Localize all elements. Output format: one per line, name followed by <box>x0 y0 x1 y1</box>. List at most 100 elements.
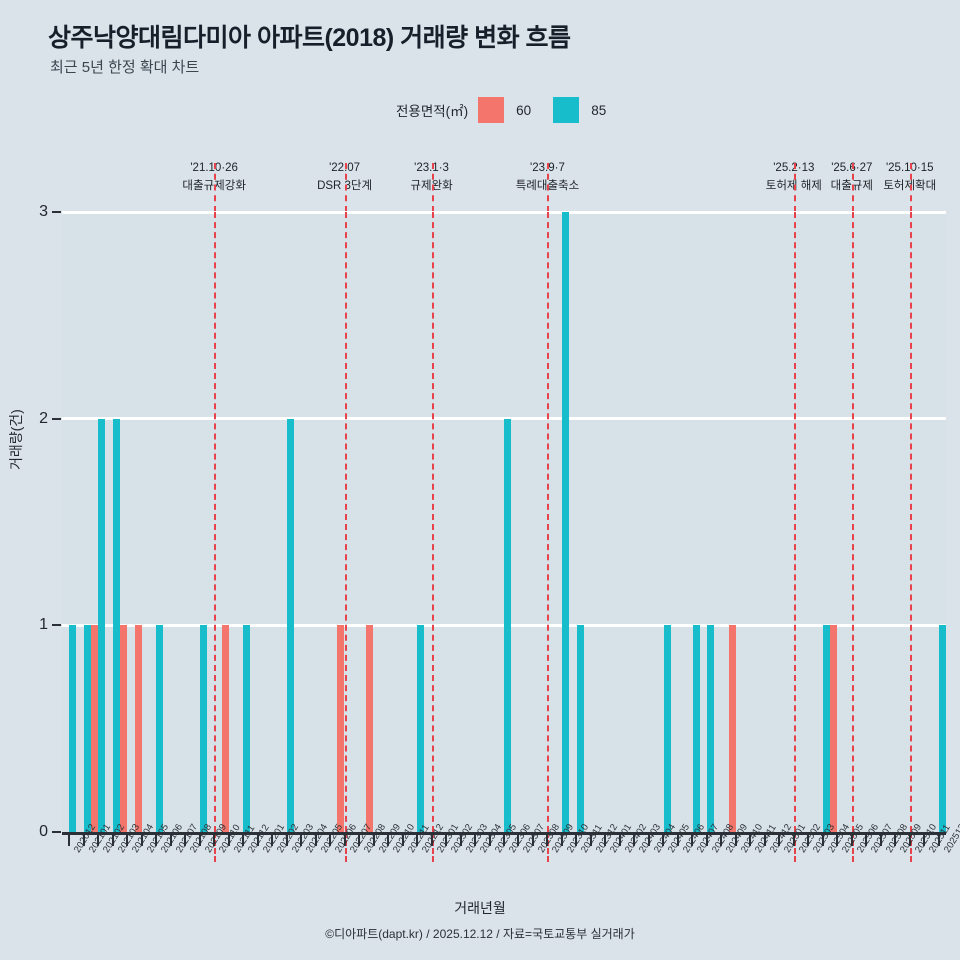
bar <box>69 625 77 832</box>
x-tick-mark <box>401 835 404 846</box>
event-date: '25.10·15 <box>885 162 934 174</box>
x-tick-mark <box>169 835 172 846</box>
event-line-bottom <box>431 832 434 862</box>
event-line-bottom <box>547 832 550 862</box>
bar <box>562 212 570 832</box>
x-tick-mark <box>618 835 621 846</box>
page-subtitle: 최근 5년 한정 확대 차트 <box>50 59 200 76</box>
x-tick-mark <box>155 835 158 846</box>
x-tick-mark <box>647 835 650 846</box>
bar <box>576 625 584 832</box>
x-tick-mark <box>589 835 592 846</box>
event-line <box>909 212 912 832</box>
event-line <box>344 212 347 832</box>
event-line-bottom <box>214 832 217 862</box>
bar <box>98 418 106 832</box>
x-tick-mark <box>705 835 708 846</box>
x-axis-line <box>62 832 946 835</box>
y-tick-mark <box>52 831 61 833</box>
bar <box>337 625 345 832</box>
x-tick-mark <box>676 835 679 846</box>
legend-swatch-60 <box>478 97 505 123</box>
x-tick-mark <box>749 835 752 846</box>
bar <box>707 625 715 832</box>
y-tick-label: 0 <box>39 823 48 840</box>
x-tick-mark <box>227 835 230 846</box>
x-tick-mark <box>792 835 795 846</box>
y-tick-label: 1 <box>39 616 48 634</box>
x-tick-mark <box>300 835 303 846</box>
event-line-bottom <box>344 832 347 862</box>
y-tick-mark <box>52 624 61 627</box>
x-tick-mark <box>242 835 245 846</box>
x-tick-mark <box>836 835 839 846</box>
x-tick-mark <box>546 835 549 846</box>
x-tick-mark <box>97 835 100 846</box>
x-tick-mark <box>387 835 390 846</box>
bar <box>83 625 91 832</box>
x-tick-mark <box>850 835 853 846</box>
event-line-top <box>851 163 854 212</box>
event-line <box>214 212 217 832</box>
bar <box>91 625 99 832</box>
event-line-top <box>547 163 550 212</box>
bar <box>822 625 830 832</box>
event-date: '22.07 <box>329 162 361 174</box>
x-tick-mark <box>517 835 520 846</box>
y-tick-mark <box>52 211 61 213</box>
legend-label-85: 85 <box>591 102 607 118</box>
y-tick-label: 3 <box>39 203 48 220</box>
x-tick-mark <box>459 835 462 846</box>
x-tick-mark <box>604 835 607 846</box>
event-line-top <box>909 163 912 212</box>
x-tick-mark <box>198 835 201 846</box>
legend-title: 전용면적(㎡) <box>396 104 469 119</box>
x-tick-mark <box>807 835 810 846</box>
y-tick-mark <box>52 417 61 420</box>
bar <box>366 625 374 832</box>
event-line-top <box>431 163 434 212</box>
plot-area <box>62 210 946 832</box>
bar <box>692 625 700 832</box>
x-tick-mark <box>372 835 375 846</box>
bar <box>417 625 425 832</box>
x-tick-mark <box>778 835 781 846</box>
x-tick-mark <box>908 835 911 846</box>
x-tick-mark <box>358 835 361 846</box>
footer-credit: ©디아파트(dapt.kr) / 2025.12.12 / 자료=국토교통부 실… <box>325 927 635 941</box>
x-tick-mark <box>68 835 71 846</box>
bar <box>120 625 128 832</box>
x-tick-mark <box>285 835 288 846</box>
x-tick-mark <box>314 835 317 846</box>
x-tick-mark <box>720 835 723 846</box>
event-line <box>547 212 550 832</box>
event-date: '23.1·3 <box>414 162 449 174</box>
y-axis-title: 거래량(건) <box>8 409 24 470</box>
event-line-top <box>214 163 217 212</box>
x-tick-mark <box>474 835 477 846</box>
bar <box>243 625 251 832</box>
x-tick-mark <box>111 835 114 846</box>
x-tick-mark <box>894 835 897 846</box>
x-tick-mark <box>271 835 274 846</box>
bar <box>112 418 120 832</box>
event-line-top <box>793 163 796 212</box>
event-line <box>851 212 854 832</box>
event-line-bottom <box>793 832 796 862</box>
x-tick-mark <box>937 835 940 846</box>
x-tick-mark <box>503 835 505 846</box>
x-tick-mark <box>633 835 636 846</box>
x-tick-mark <box>531 835 534 846</box>
x-tick-mark <box>140 835 143 846</box>
x-tick-mark <box>256 835 259 846</box>
bar <box>830 625 838 832</box>
page-title: 상주낙양대림다미아 아파트(2018) 거래량 변화 흐름 <box>48 24 571 52</box>
gridline <box>62 623 946 627</box>
event-line <box>431 212 434 832</box>
bar <box>504 418 512 832</box>
bar <box>221 625 229 832</box>
bar <box>199 625 207 832</box>
x-tick-mark <box>126 835 129 846</box>
x-tick-mark <box>923 835 926 846</box>
x-tick-mark <box>488 835 491 846</box>
